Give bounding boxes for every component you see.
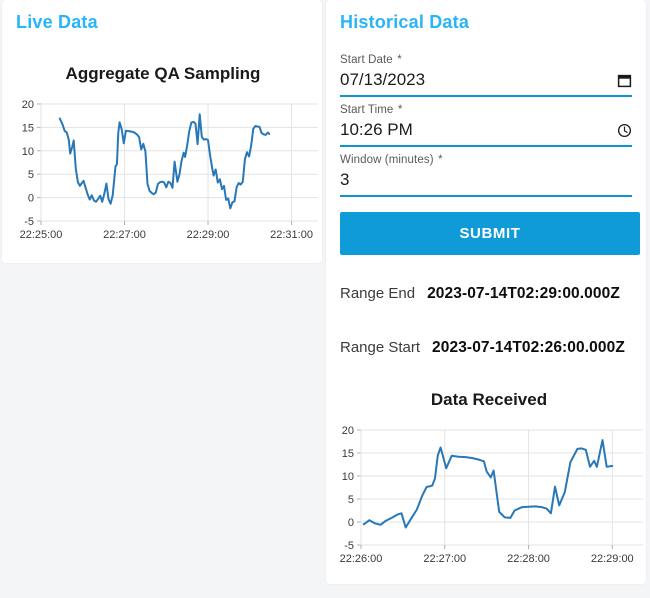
svg-text:22:26:00: 22:26:00: [340, 553, 383, 565]
required-asterisk: *: [438, 154, 443, 166]
historical-data-header: Historical Data: [340, 12, 470, 32]
svg-text:22:27:00: 22:27:00: [423, 553, 466, 565]
svg-text:0: 0: [348, 517, 354, 529]
start-time-input[interactable]: 10:26 PM: [340, 118, 632, 142]
svg-text:20: 20: [342, 425, 354, 437]
start-date-label: Start Date *: [340, 54, 402, 66]
svg-text:22:28:00: 22:28:00: [507, 553, 550, 565]
live-chart-plot: 20 15 10 5 0 -522:25:00 22:27:00 22:29:00 22:31:…: [20, 99, 318, 241]
start-time-value: 10:26 PM: [340, 120, 413, 139]
range-start-label: Range Start: [340, 339, 421, 356]
svg-text:22:31:00: 22:31:00: [270, 229, 313, 241]
range-start-value: 2023-07-14T02:26:00.000Z: [432, 339, 625, 356]
calendar-icon[interactable]: [617, 73, 632, 88]
range-end-value: 2023-07-14T02:29:00.000Z: [427, 285, 620, 302]
svg-text:10: 10: [22, 146, 34, 158]
live-data-header: Live Data: [16, 12, 98, 32]
live-chart-title: Aggregate QA Sampling: [65, 64, 261, 83]
start-time-label: Start Time *: [340, 104, 403, 116]
start-date-underline: [340, 95, 632, 97]
svg-text:22:29:00: 22:29:00: [591, 553, 634, 565]
svg-text:0: 0: [28, 193, 34, 205]
svg-text:-5: -5: [24, 216, 34, 228]
historical-chart-title: Data Received: [430, 390, 548, 409]
svg-text:15: 15: [342, 448, 354, 460]
start-time-underline: [340, 145, 632, 147]
window-minutes-input[interactable]: 3: [340, 168, 632, 192]
svg-text:10: 10: [342, 471, 354, 483]
svg-text:15: 15: [22, 122, 34, 134]
window-minutes-label: Window (minutes) *: [340, 154, 443, 166]
range-end-row: Range End 2023-07-14T02:29:00.000Z: [340, 285, 620, 303]
svg-text:5: 5: [28, 169, 34, 181]
window-minutes-underline: [340, 195, 632, 197]
historical-data-panel: Historical Data Start Date * 07/13/2023 …: [326, 0, 646, 584]
historical-chart-plot: 20 15 10 5 0 -522:26:00 22:27:00 22:28:00 22:29:…: [340, 425, 643, 565]
required-asterisk: *: [397, 54, 402, 66]
start-date-value: 07/13/2023: [340, 70, 426, 89]
range-start-row: Range Start 2023-07-14T02:26:00.000Z: [340, 339, 625, 357]
svg-text:22:29:00: 22:29:00: [187, 229, 230, 241]
start-date-input[interactable]: 07/13/2023: [340, 68, 632, 92]
svg-text:20: 20: [22, 99, 34, 111]
submit-button[interactable]: SUBMIT: [340, 212, 640, 255]
clock-icon[interactable]: [617, 123, 632, 138]
required-asterisk: *: [397, 104, 403, 116]
live-data-panel: Live Data Aggregate QA Sampling 20 15 10 5 0…: [2, 0, 322, 263]
svg-text:22:25:00: 22:25:00: [20, 229, 63, 241]
svg-text:5: 5: [348, 494, 354, 506]
svg-text:22:27:00: 22:27:00: [103, 229, 146, 241]
svg-text:-5: -5: [344, 540, 354, 552]
window-minutes-value: 3: [340, 170, 350, 189]
range-end-label: Range End: [340, 285, 416, 302]
